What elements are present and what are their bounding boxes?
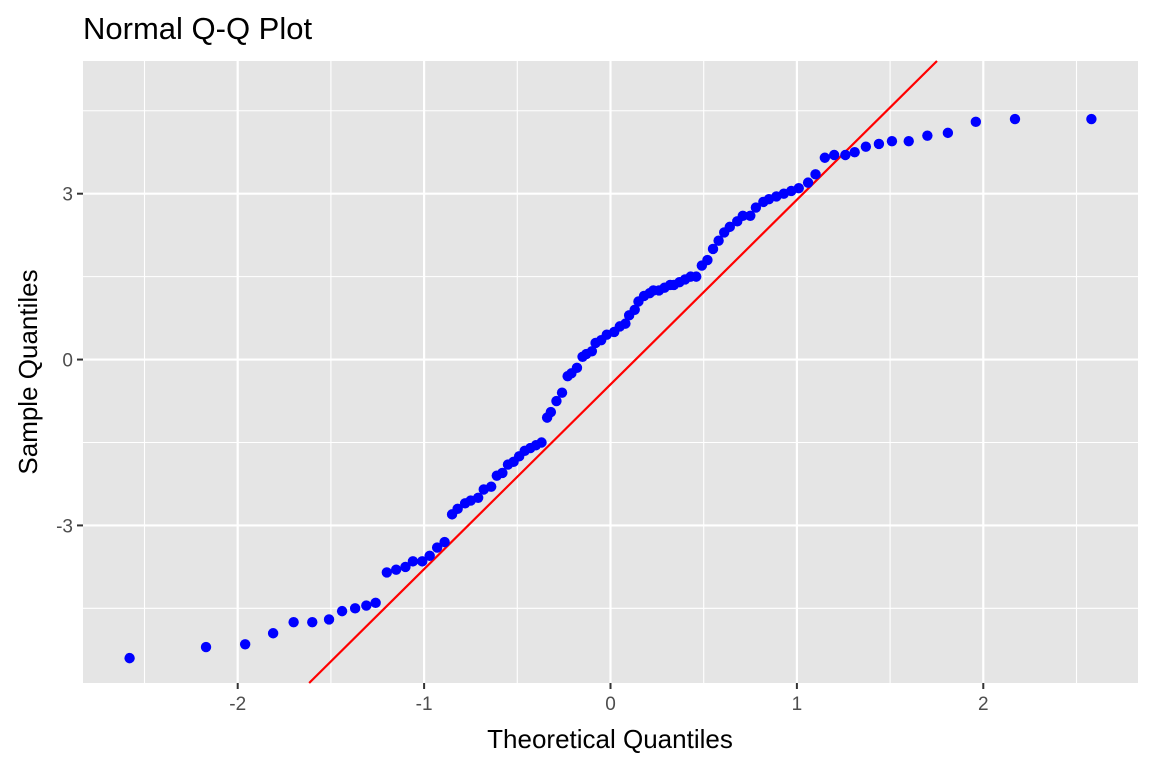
qq-point (486, 481, 497, 492)
qq-point (349, 603, 361, 614)
qq-point (336, 605, 348, 617)
qq-point (586, 346, 598, 357)
grid-lines (83, 61, 1138, 683)
qq-point (323, 614, 335, 625)
qq-point (713, 235, 724, 246)
data-points (124, 113, 1097, 664)
qq-point (439, 536, 450, 548)
qq-point (922, 130, 933, 141)
qq-point (620, 318, 631, 329)
qq-point (200, 641, 212, 653)
qq-point (424, 550, 435, 562)
qq-point (886, 135, 898, 147)
qq-point (431, 542, 443, 553)
x-tick-label: 0 (605, 694, 616, 715)
reference-line (308, 60, 938, 684)
qq-point (737, 210, 749, 222)
qq-point (124, 652, 135, 664)
reference-line-group (308, 60, 938, 684)
qq-point (903, 135, 914, 147)
qq-point (840, 149, 851, 161)
qq-point (810, 169, 821, 180)
x-axis-title: Theoretical Quantiles (487, 724, 733, 754)
qq-point (724, 221, 735, 233)
qq-point (370, 597, 381, 609)
qq-point (497, 467, 508, 479)
x-tick-label: -2 (229, 694, 246, 715)
qq-point (551, 395, 562, 407)
qq-point (691, 271, 702, 282)
qq-point (707, 243, 719, 255)
qq-point (267, 628, 279, 639)
qq-point (860, 141, 872, 152)
y-tick-label: -3 (56, 516, 73, 537)
qq-point (793, 182, 804, 194)
qq-point (571, 362, 583, 374)
qq-point (381, 567, 393, 578)
qq-point (307, 616, 318, 628)
y-tick-label: 3 (62, 185, 73, 206)
qq-point (802, 177, 814, 188)
qq-point (1009, 113, 1021, 125)
chart-title: Normal Q-Q Plot (83, 11, 312, 46)
qq-point (629, 304, 640, 315)
qq-point (750, 202, 762, 213)
qq-point (849, 147, 860, 158)
x-axis: -2 -1 0 1 2 (229, 683, 989, 715)
qq-point (873, 138, 885, 150)
qq-point (745, 210, 756, 222)
qq-point (288, 616, 299, 628)
qq-point (556, 387, 568, 398)
qq-point (1086, 113, 1097, 125)
x-tick-label: -1 (416, 694, 433, 715)
qq-point (819, 152, 831, 163)
qq-point (407, 556, 419, 567)
qq-point (239, 639, 251, 650)
qq-point (702, 254, 713, 266)
qq-point (472, 492, 484, 503)
qq-point (361, 600, 372, 611)
qq-point (536, 437, 547, 448)
x-tick-label: 1 (792, 694, 803, 715)
y-axis: -3 0 3 (56, 185, 83, 537)
qq-point (545, 406, 557, 418)
qq-point (417, 556, 428, 567)
qq-point (400, 561, 411, 573)
qq-point (828, 149, 840, 161)
y-axis-title: Sample Quantiles (13, 269, 43, 474)
qq-point (390, 564, 402, 575)
qq-point (942, 127, 954, 139)
qq-point (970, 116, 982, 128)
y-tick-label: 0 (62, 351, 73, 372)
x-tick-label: 2 (978, 694, 989, 715)
qq-point (452, 503, 463, 515)
